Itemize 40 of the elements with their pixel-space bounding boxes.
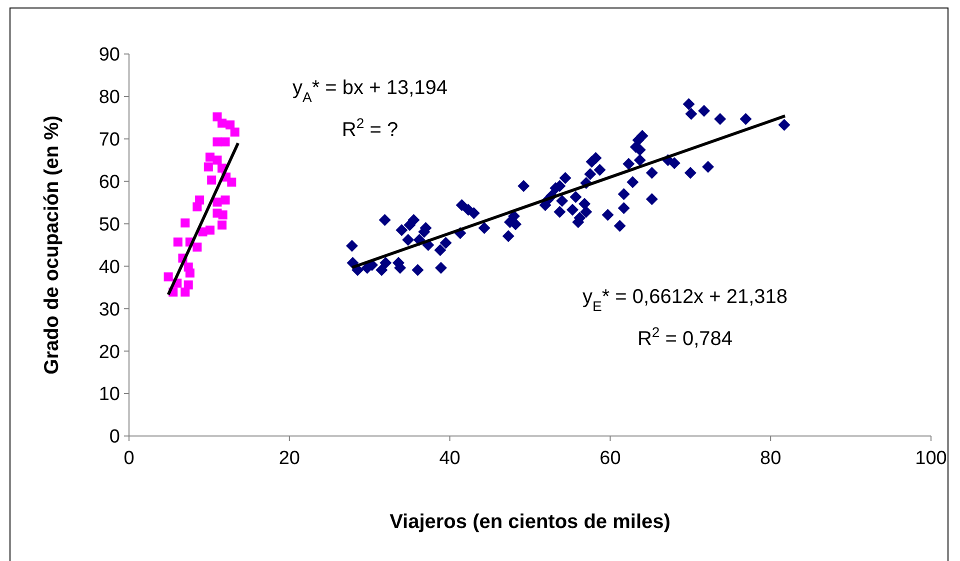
x-tick-label: 40 <box>439 448 460 469</box>
y-tick-label: 50 <box>98 214 120 236</box>
x-tick-label: 100 <box>915 448 947 469</box>
point <box>220 196 230 205</box>
y-tick-label: 10 <box>98 384 120 406</box>
point <box>226 120 235 130</box>
y-tick-label: 20 <box>98 342 120 363</box>
point <box>164 272 173 282</box>
y-tick-label: 0 <box>109 426 120 448</box>
point <box>180 218 190 228</box>
point <box>218 118 227 128</box>
x-tick-label: 60 <box>600 448 621 469</box>
point <box>180 288 190 297</box>
y-tick-label: 70 <box>98 130 120 151</box>
point <box>185 268 194 278</box>
x-axis-title: Viajeros (en cientos de miles) <box>390 511 670 533</box>
point <box>220 137 230 146</box>
y-tick-label: 60 <box>98 172 120 193</box>
annotation: R$^{2}$ = ? <box>342 115 398 141</box>
point <box>230 128 240 137</box>
point <box>207 176 216 185</box>
point <box>173 238 182 247</box>
point <box>192 202 202 212</box>
point <box>218 220 227 230</box>
annotation: R$^{2}$ = 0,784 <box>637 324 733 350</box>
y-tick-label: 30 <box>98 299 120 320</box>
y-tick-label: 80 <box>98 87 120 108</box>
x-tick-label: 0 <box>124 448 134 469</box>
point <box>218 210 228 220</box>
point <box>212 156 222 165</box>
y-tick-label: 90 <box>98 44 120 66</box>
x-tick-label: 20 <box>278 448 300 469</box>
y-tick-label: 40 <box>98 256 120 278</box>
y-axis-title: Grado de ocupación (en %) <box>41 116 63 374</box>
x-tick-label: 80 <box>760 448 782 469</box>
annotation: y$_{E}$* = 0,6612x + 21,318 <box>582 286 788 314</box>
point <box>204 162 213 172</box>
point <box>192 242 202 252</box>
annotation: y$_{A}$* = bx + 13,194 <box>292 77 448 105</box>
point <box>198 227 208 236</box>
